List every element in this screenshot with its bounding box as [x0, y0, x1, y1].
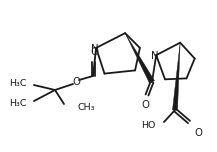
- Text: H₃C: H₃C: [10, 98, 27, 107]
- Polygon shape: [173, 43, 180, 110]
- Text: N: N: [91, 44, 99, 54]
- Text: H₃C: H₃C: [10, 78, 27, 88]
- Polygon shape: [125, 33, 155, 83]
- Text: O: O: [141, 100, 149, 110]
- Text: O: O: [194, 128, 202, 138]
- Text: N: N: [151, 51, 159, 61]
- Text: CH₃: CH₃: [77, 102, 94, 112]
- Text: HO: HO: [142, 121, 156, 131]
- Text: O: O: [72, 77, 80, 87]
- Text: O: O: [90, 47, 98, 57]
